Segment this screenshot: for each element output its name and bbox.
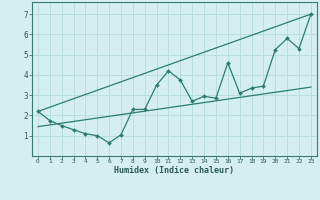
X-axis label: Humidex (Indice chaleur): Humidex (Indice chaleur) [115, 166, 234, 175]
